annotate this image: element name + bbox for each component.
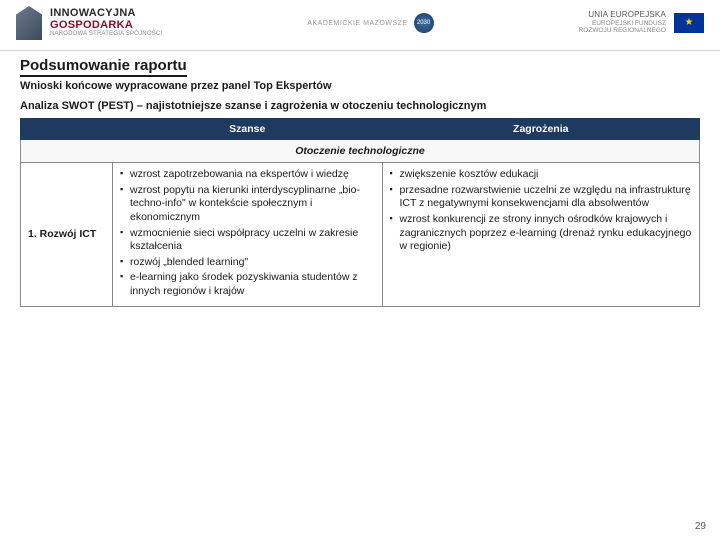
logo-innowacyjna: INNOWACYJNA GOSPODARKA NARODOWA STRATEGI… bbox=[16, 6, 162, 40]
ig-sub1: GOSPODARKA bbox=[50, 20, 162, 32]
header: INNOWACYJNA GOSPODARKA NARODOWA STRATEGI… bbox=[0, 0, 720, 51]
page-number: 29 bbox=[695, 521, 706, 532]
eu-line1: UNIA EUROPEJSKA bbox=[579, 11, 666, 20]
szanse-list: wzrost zapotrzebowania na ekspertów i wi… bbox=[120, 168, 375, 299]
row-label: 1. Rozwój ICT bbox=[21, 163, 113, 307]
logo-mazowsze: AKADEMICKIE MAZOWSZE 2030 bbox=[307, 13, 433, 33]
eu-text: UNIA EUROPEJSKA EUROPEJSKI FUNDUSZ ROZWO… bbox=[579, 11, 666, 34]
page-subtitle: Wnioski końcowe wypracowane przez panel … bbox=[20, 80, 700, 92]
list-item: przesadne rozwarstwienie uczelni ze wzgl… bbox=[390, 184, 693, 211]
th-zagrozenia: Zagrożenia bbox=[382, 119, 700, 140]
page-title: Podsumowanie raportu bbox=[20, 57, 187, 77]
list-item: zwiększenie kosztów edukacji bbox=[390, 168, 693, 182]
list-item: rozwój „blended learning" bbox=[120, 256, 375, 270]
th-blank bbox=[21, 119, 113, 140]
list-item: wzrost zapotrzebowania na ekspertów i wi… bbox=[120, 168, 375, 182]
table-section-row: Otoczenie technologiczne bbox=[21, 140, 700, 163]
ig-text: INNOWACYJNA GOSPODARKA NARODOWA STRATEGI… bbox=[50, 8, 162, 37]
th-szanse: Szanse bbox=[113, 119, 383, 140]
cell-zagrozenia: zwiększenie kosztów edukacji przesadne r… bbox=[382, 163, 700, 307]
ig-sub2: NARODOWA STRATEGIA SPÓJNOŚCI bbox=[50, 31, 162, 37]
list-item: wzmocnienie sieci współpracy uczelni w z… bbox=[120, 227, 375, 254]
content: Podsumowanie raportu Wnioski końcowe wyp… bbox=[0, 51, 720, 307]
table-header-row: Szanse Zagrożenia bbox=[21, 119, 700, 140]
cell-szanse: wzrost zapotrzebowania na ekspertów i wi… bbox=[113, 163, 383, 307]
logo-eu: UNIA EUROPEJSKA EUROPEJSKI FUNDUSZ ROZWO… bbox=[579, 11, 704, 34]
swot-table: Szanse Zagrożenia Otoczenie technologicz… bbox=[20, 118, 700, 307]
ig-star-icon bbox=[16, 6, 42, 40]
mazowsze-text: AKADEMICKIE MAZOWSZE bbox=[307, 20, 407, 27]
list-item: e-learning jako środek pozyskiwania stud… bbox=[120, 271, 375, 298]
eu-line2: EUROPEJSKI FUNDUSZ bbox=[579, 20, 666, 27]
list-item: wzrost popytu na kierunki interdyscyplin… bbox=[120, 184, 375, 225]
zagrozenia-list: zwiększenie kosztów edukacji przesadne r… bbox=[390, 168, 693, 254]
section-label: Otoczenie technologiczne bbox=[21, 140, 700, 163]
list-item: wzrost konkurencji ze strony innych ośro… bbox=[390, 213, 693, 254]
mazowsze-badge-icon: 2030 bbox=[414, 13, 434, 33]
table-row: 1. Rozwój ICT wzrost zapotrzebowania na … bbox=[21, 163, 700, 307]
eu-flag-icon: ★ bbox=[674, 13, 704, 33]
analysis-heading: Analiza SWOT (PEST) – najistotniejsze sz… bbox=[20, 100, 700, 112]
eu-line3: ROZWOJU REGIONALNEGO bbox=[579, 27, 666, 34]
